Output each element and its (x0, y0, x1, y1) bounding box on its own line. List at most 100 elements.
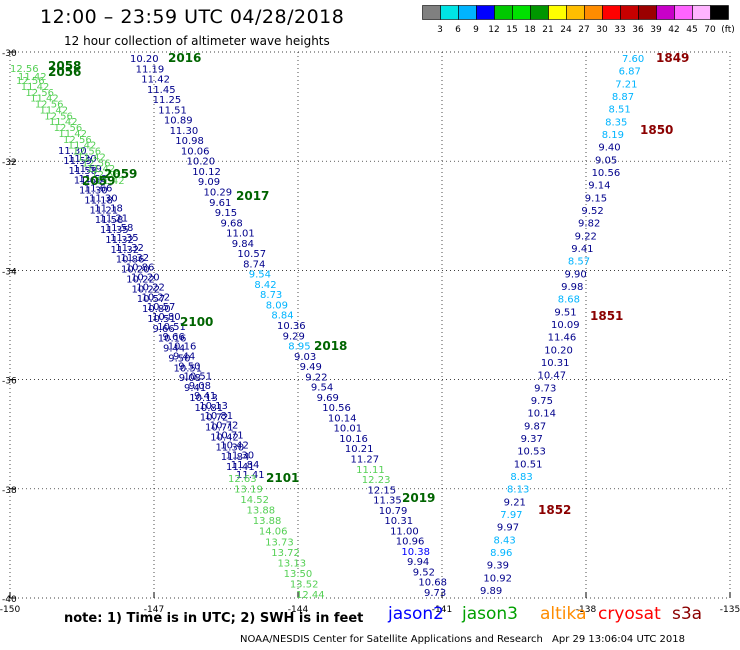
track-2059-value: 10.51 (174, 363, 203, 374)
track-2058-value: 11.42 (58, 129, 87, 140)
wave-height-map: -30 -32 -34 -36 -38 -40-150 -147 -144 -141 -138 -1… (0, 49, 740, 612)
pass-time-label: 2016 (168, 51, 201, 65)
track-1849-value: 10.51 (514, 459, 543, 470)
track-2059-value: 11.30 (216, 442, 245, 453)
colorbar-label: 9 (473, 25, 479, 35)
track-1849-value: 9.87 (524, 421, 546, 432)
track-1849-value: 10.14 (527, 409, 556, 420)
track-2059b-value: 11.59 (73, 164, 102, 175)
track-2059-value: 11.66 (74, 176, 103, 187)
track-2059-value: 10.71 (205, 423, 234, 434)
track-2016-value: 9.61 (209, 198, 231, 209)
track-1849-value: 10.92 (483, 573, 512, 584)
track-2059-value: 10.22 (132, 284, 161, 295)
track-1849-value: 8.68 (558, 295, 580, 306)
track-1849-value: 10.47 (537, 371, 566, 382)
track-1849-value: 9.97 (497, 523, 519, 534)
track-2059-value: 11.32 (105, 235, 134, 246)
track-2059b-value: 9.08 (189, 381, 211, 392)
track-2058-value: 12.56 (44, 111, 73, 122)
track-1849-value: 9.39 (487, 561, 509, 572)
track-1849-value: 7.60 (622, 54, 644, 65)
track-2016-value: 10.98 (175, 136, 204, 147)
track-2058-value: 12.56 (16, 76, 45, 87)
track-2059b-value: 10.71 (215, 431, 244, 442)
track-2016-value: 10.20 (130, 54, 159, 65)
track-2056-value: 11.42 (18, 72, 47, 83)
track-1849-value: 9.52 (581, 206, 603, 217)
track-2058-value: 12.56 (63, 135, 92, 146)
colorbar-label: 30 (596, 25, 608, 35)
track-2016-value: 11.00 (390, 526, 419, 537)
track-2059-value: 11.58 (69, 166, 98, 177)
track-2016-value: 10.16 (339, 434, 368, 445)
track-2016-value: 11.30 (170, 126, 199, 137)
track-2016-value: 8.95 (288, 342, 310, 353)
colorbar-label: 27 (578, 25, 589, 35)
colorbar-label: (ft) (721, 25, 735, 35)
pass-time-label: 2101 (266, 471, 299, 485)
track-2016-value: 10.68 (418, 578, 447, 589)
track-2016-value: 11.35 (373, 496, 402, 507)
track-2059b-value: 11.18 (94, 203, 123, 214)
track-1849-value: 10.09 (551, 320, 580, 331)
track-2016-value: 9.03 (294, 352, 316, 363)
track-2016-value: 11.27 (351, 455, 380, 466)
colorbar-label: 33 (614, 25, 625, 35)
track-1849-value: 9.90 (565, 269, 587, 280)
pass-time-label: 1849 (656, 51, 689, 65)
track-2059b-value: 10.81 (205, 411, 234, 422)
lat-tick-label: -30 (2, 49, 17, 59)
colorbar-label: 6 (455, 25, 461, 35)
track-2016-value: 8.84 (271, 311, 293, 322)
track-2059b-value: 10.72 (210, 421, 239, 432)
track-2016-value: 10.01 (334, 424, 363, 435)
track-1849-value: 10.20 (544, 345, 573, 356)
colorbar-label: 3 (437, 25, 443, 35)
track-2059-value: 10.20 (121, 265, 150, 276)
track-1849-value: 7.21 (615, 79, 637, 90)
track-1849-value: 9.73 (534, 383, 556, 394)
track-2059-value: 11.30 (58, 146, 87, 157)
track-1849-value: 10.31 (541, 358, 570, 369)
pass-time-label: 2059 (82, 174, 115, 188)
track-2059b-value: 10.16 (168, 342, 197, 353)
track-2016-value: 10.20 (187, 157, 216, 168)
track-1849-value: 9.22 (575, 231, 597, 242)
track-1849-value: 10.53 (517, 447, 546, 458)
track-1849-value: 8.43 (494, 535, 516, 546)
track-1849-value: 8.96 (490, 548, 512, 559)
pass-time-label: 2100 (180, 315, 213, 329)
lon-tick-label: -141 (432, 605, 452, 612)
track-1849-value: 10.56 (592, 168, 621, 179)
track-2016-value: 11.11 (356, 465, 385, 476)
footer-timestamp: Apr 29 13:06:04 UTC 2018 (552, 634, 685, 645)
track-2059-value: 9.08 (179, 373, 201, 384)
track-2059-value: 11.41 (226, 462, 255, 473)
track-2059-value: 10.86 (116, 255, 145, 266)
track-2016-value: 10.38 (401, 547, 430, 558)
lon-tick-label: -144 (288, 605, 309, 612)
track-2059-value: 10.42 (210, 432, 239, 443)
track-1849-value: 7.97 (500, 510, 522, 521)
track-2059-value: 9.44 (163, 344, 185, 355)
track-2059b-value: 11.32 (121, 253, 150, 264)
satellite-legend: jason2 jason3 altika cryosat s3a (0, 604, 740, 630)
track-2016-value: 8.73 (260, 290, 282, 301)
track-2016-value: 10.31 (384, 516, 413, 527)
track-2058-value: 12.56 (91, 170, 120, 181)
colorbar-label: 42 (668, 25, 679, 35)
track-2059-value: 10.81 (195, 403, 224, 414)
track-2016-value: 9.54 (311, 383, 333, 394)
track-2016-value: 9.68 (220, 218, 242, 229)
lat-tick-label: -36 (2, 377, 17, 387)
track-2058-value: 11.42 (87, 164, 116, 175)
track-2059b-value: 10.22 (136, 282, 165, 293)
track-1849-value: 8.19 (602, 130, 624, 141)
track-2101-value: 13.13 (277, 558, 306, 569)
track-2059-value: 9.50 (168, 353, 190, 364)
track-2059b-value: 11.32 (115, 243, 144, 254)
track-2059b-value: 9.66 (163, 332, 185, 343)
track-2059b-value: 11.41 (236, 470, 265, 481)
track-2016-value: 9.22 (305, 372, 327, 383)
